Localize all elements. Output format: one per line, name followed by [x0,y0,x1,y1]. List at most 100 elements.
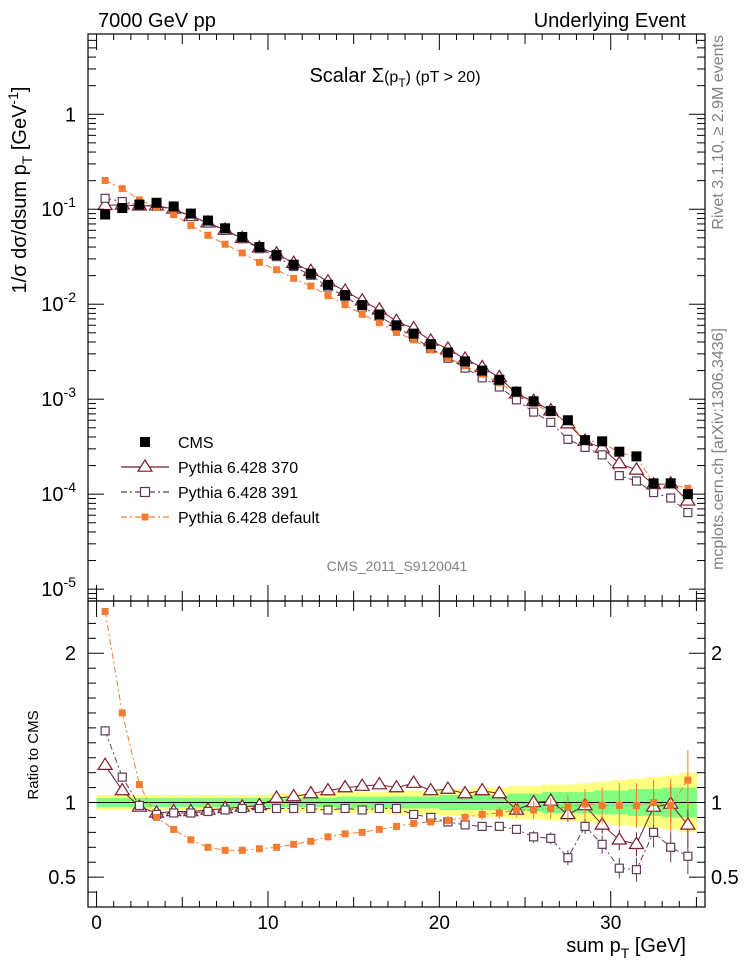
ratio-point-pydef [221,846,229,854]
point-pydef [118,185,126,193]
x-tick-label: 0 [91,913,102,934]
ratio-point-py370 [337,779,354,793]
ratio-point-pydef [255,845,263,853]
ratio-point-py370 [97,757,114,770]
point-cms [597,436,608,447]
point-cms [237,232,248,243]
ratio-point-py370 [268,789,285,803]
point-py391 [648,487,659,498]
legend-marker-py391 [139,486,151,498]
ratio-point-py391 [614,863,624,873]
ratio-tick-label-left: 1 [65,793,76,815]
point-cms [220,223,231,234]
point-py391 [563,434,573,444]
ratio-point-py391 [648,827,659,837]
point-pydef [204,231,212,239]
point-py391 [546,417,556,427]
ratio-point-py391 [494,821,504,831]
point-pydef [101,177,109,185]
legend-marker-pydef [141,513,149,521]
point-pydef [324,292,332,300]
ratio-point-pydef [307,837,315,845]
ratio-point-pydef [495,809,503,817]
analysis-label: CMS_2011_S9120041 [327,558,468,574]
ratio-point-py370 [405,774,422,788]
point-cms [254,242,265,253]
point-py391 [683,507,693,518]
rivet-label: Rivet 3.1.10, ≥ 2.9M events [710,35,727,230]
mcplots-label: mcplots.cern.ch [arXiv:1306.3436] [710,328,727,570]
x-tick-label: 30 [600,913,621,934]
point-cms [648,478,659,489]
ratio-point-py370 [611,831,628,845]
point-cms [305,268,316,279]
point-cms [631,451,642,462]
ratio-point-pydef [204,843,212,851]
ratio-point-pydef [598,801,606,809]
point-cms [665,478,676,489]
ratio-point-py370 [491,785,508,799]
point-cms [425,339,436,350]
point-py391 [529,407,539,417]
point-pydef [684,484,692,492]
ratio-point-py391 [100,726,110,736]
ratio-point-pydef [135,781,143,789]
ratio-tick-label-left: 2 [65,643,76,665]
ratio-point-pydef [650,799,658,807]
ratio-point-py391 [529,832,539,842]
ratio-point-py370 [285,788,302,802]
ratio-point-py391 [323,805,333,815]
ratio-point-pydef [101,607,109,615]
point-cms [134,199,145,210]
ratio-point-pydef [324,833,332,841]
header-right: Underlying Event [534,10,687,32]
point-cms [562,415,573,426]
point-pydef [290,274,298,282]
ratio-point-pydef [632,801,640,809]
legend-marker-cms [140,437,150,447]
point-py370 [679,492,696,506]
point-cms [408,328,419,339]
point-cms [477,365,488,376]
ratio-point-py370 [388,779,405,793]
point-cms [494,374,505,385]
ratio-point-py391 [511,824,522,834]
ratio-point-py391 [409,809,419,820]
point-py391 [100,193,110,203]
ratio-point-py391 [306,803,316,814]
ratio-point-py391 [289,803,299,814]
ratio-point-pydef [581,800,589,808]
ratio-point-py370 [628,836,645,850]
ratio-point-py391 [237,803,247,814]
ratio-point-pydef [530,806,538,814]
ratio-point-py370 [371,776,388,790]
ratio-point-py391 [631,865,642,875]
ratio-point-py391 [666,842,676,852]
ratio-point-pydef [153,813,161,821]
ratio-point-py391 [340,803,350,814]
point-pydef [427,346,435,354]
point-pydef [221,240,229,248]
ratio-line-py391 [104,730,689,871]
ratio-point-py391 [271,803,282,814]
ratio-point-pydef [375,825,383,833]
ratio-point-pydef [238,846,246,854]
ratio-point-py391 [134,800,145,811]
point-py370 [97,197,114,211]
point-cms [545,406,556,417]
ratio-point-py391 [186,808,196,818]
ratio-point-py391 [220,805,230,815]
ratio-point-pydef [547,804,555,812]
point-cms [288,259,299,270]
legend: CMS Pythia 6.428 370 Pythia 6.428 391 Pythi… [121,435,320,527]
point-py391 [666,493,676,503]
point-pydef [393,328,400,336]
ratio-point-pydef [684,776,692,784]
point-pydef [273,266,281,274]
ratio-tick-label-right: 2 [711,643,722,665]
ratio-point-py391 [169,808,179,818]
ratio-point-py370 [422,782,439,796]
point-py370 [628,461,645,475]
ratio-point-py370 [302,785,319,799]
